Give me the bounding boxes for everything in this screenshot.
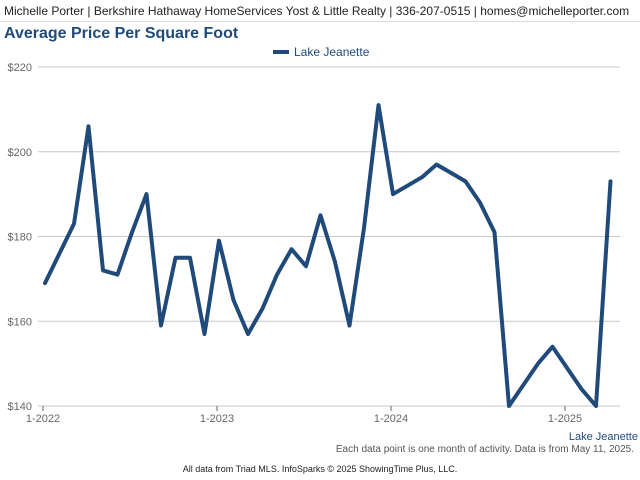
data-note: Each data point is one month of activity… [335, 444, 634, 455]
series-line-lake-jeanette [43, 103, 613, 408]
y-tick-label: $200 [8, 147, 32, 159]
footer-credit: All data from Triad MLS. InfoSparks © 20… [182, 464, 458, 474]
chart-legend: Lake Jeanette [273, 45, 369, 59]
x-tick-label: 1-2024 [374, 413, 408, 425]
x-tick-label: 1-2022 [26, 413, 60, 425]
y-tick-label: $220 [8, 62, 32, 74]
chart-title: Average Price Per Square Foot [4, 25, 239, 42]
x-tick-label: 1-2023 [200, 413, 234, 425]
y-tick-label: $160 [8, 316, 32, 328]
header-contact-text: Michelle Porter | Berkshire Hathaway Hom… [4, 3, 630, 18]
y-tick-label: $140 [8, 401, 32, 413]
legend-label: Lake Jeanette [294, 45, 370, 59]
legend-swatch [273, 50, 289, 54]
x-tick-label: 1-2025 [548, 413, 582, 425]
y-tick-label: $180 [8, 232, 32, 244]
header-bar: Michelle Porter | Berkshire Hathaway Hom… [0, 0, 640, 22]
series-end-label: Lake Jeanette [569, 431, 638, 443]
